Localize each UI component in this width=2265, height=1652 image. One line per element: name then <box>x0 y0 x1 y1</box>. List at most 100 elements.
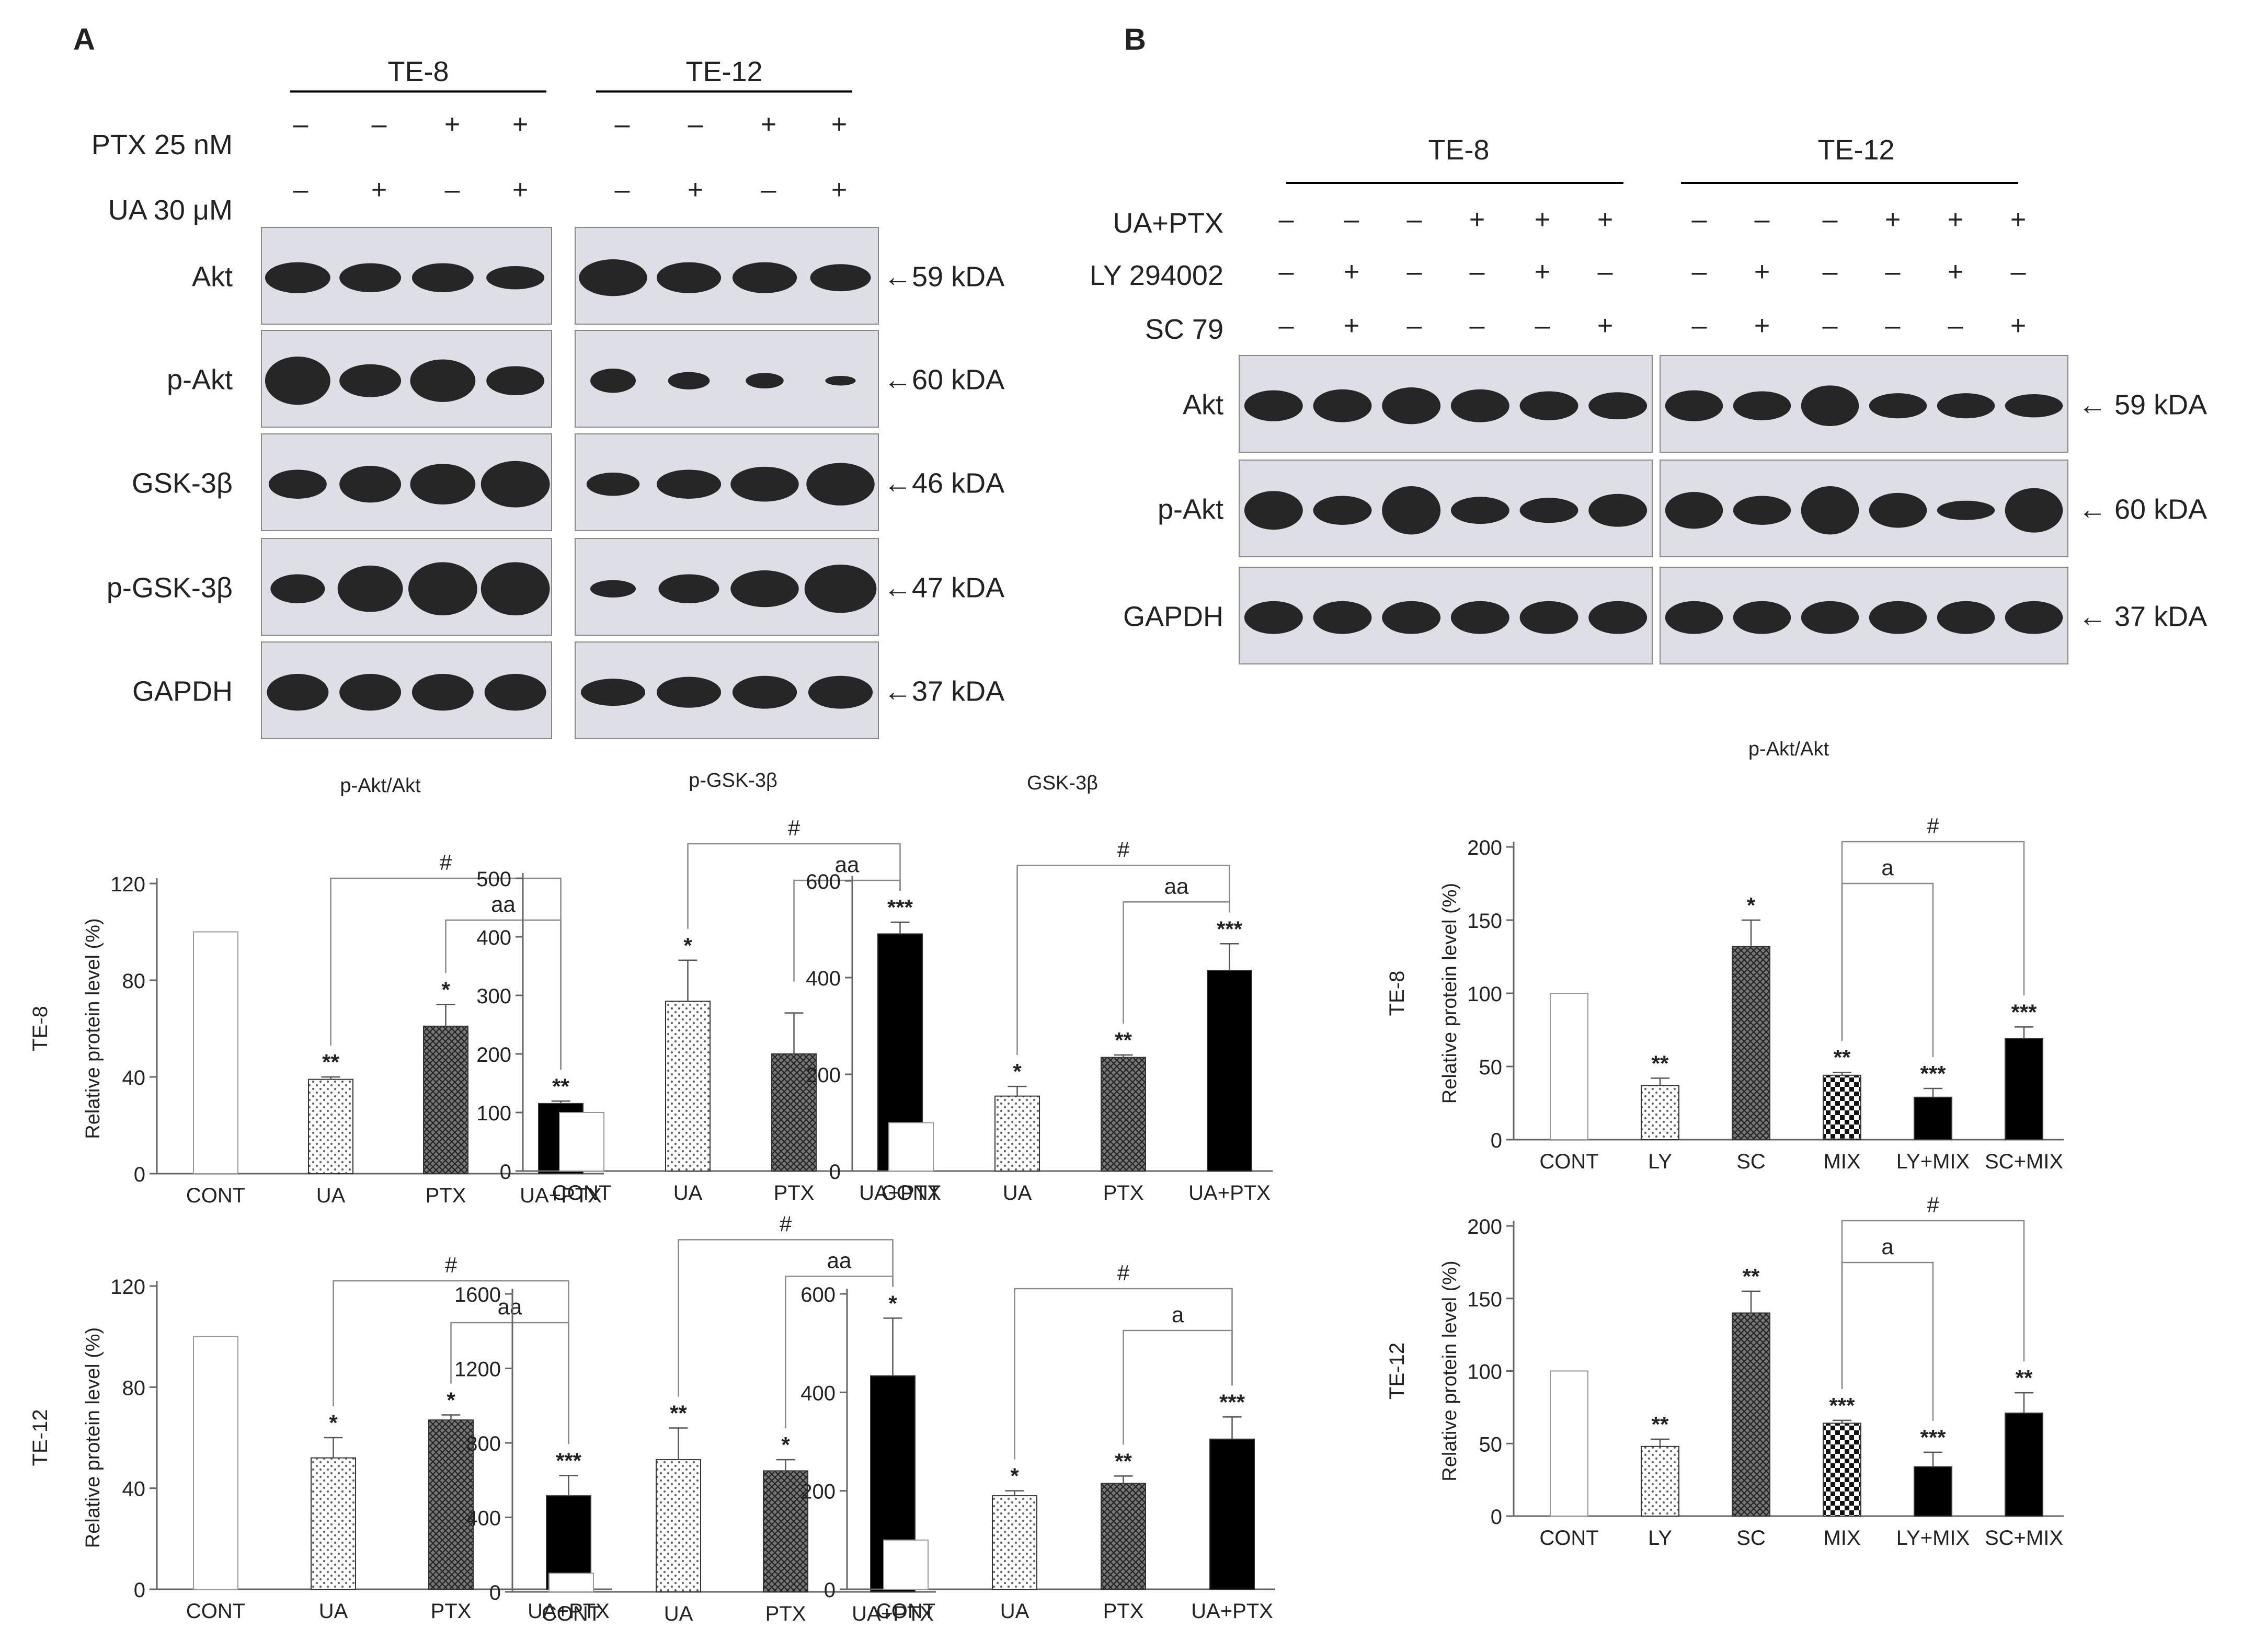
x-tick-label: UA+PTX <box>852 1602 934 1625</box>
blot-te8-band <box>486 266 545 290</box>
treatment-sign: – <box>2011 257 2026 287</box>
y-tick-label: 400 <box>466 1507 501 1530</box>
y-tick-label: 150 <box>1467 1288 1502 1311</box>
blot-te8-band <box>1244 601 1303 634</box>
blot-row-label: p-GSK-3β <box>107 572 233 604</box>
blot-kda-label: ←47 kDA <box>884 572 1004 604</box>
treatment-sign: – <box>1692 311 1707 341</box>
x-tick-label: UA <box>1000 1600 1029 1623</box>
y-tick-label: 80 <box>122 970 146 993</box>
blot-te12-band <box>1665 601 1723 634</box>
bracket-label: # <box>1117 1260 1130 1285</box>
blot-te8-band <box>1450 601 1509 634</box>
y-tick-label: 200 <box>476 1043 511 1066</box>
treatment-sign: + <box>1754 257 1770 287</box>
significance-stars: * <box>683 933 692 958</box>
bracket-label: a <box>1881 1234 1894 1259</box>
x-tick-label: UA <box>664 1602 693 1625</box>
treatment-sign: + <box>512 175 528 205</box>
x-tick-label: CONT <box>552 1181 611 1204</box>
bar <box>994 1095 1040 1172</box>
blot-te12-band <box>580 679 646 706</box>
x-tick-label: PTX <box>426 1184 466 1207</box>
y-tick-label: 600 <box>800 1283 836 1306</box>
blot-te12-band <box>732 675 797 709</box>
blot-te12-membrane <box>1660 355 2068 453</box>
y-tick-label: 0 <box>134 1163 145 1186</box>
blot-te12-band <box>1869 492 1927 528</box>
blot-te12-band <box>1937 601 1995 634</box>
significance-stars: ** <box>1115 1449 1132 1473</box>
y-tick-label: 100 <box>1467 983 1502 1006</box>
bracket-label: aa <box>1164 874 1189 898</box>
significance-stars: ** <box>2016 1366 2033 1390</box>
significance-stars: * <box>1013 1059 1022 1084</box>
bar <box>193 931 238 1174</box>
y-tick-label: 0 <box>134 1579 145 1602</box>
bar <box>423 1025 468 1174</box>
blot-te12-band <box>1869 393 1927 419</box>
y-tick-label: 120 <box>110 1276 145 1299</box>
bracket-label: # <box>445 1253 457 1277</box>
bar <box>1732 1312 1770 1517</box>
x-tick-label: LY+MIX <box>1896 1150 1970 1173</box>
blot-te12-band <box>1733 391 1791 420</box>
significance-bracket <box>785 1276 894 1429</box>
treatment-label: PTX 25 nM <box>91 129 233 160</box>
row-label: TE-12 <box>29 1409 52 1466</box>
bracket-label: aa <box>827 1248 852 1272</box>
blot-te8-band <box>265 356 330 405</box>
bar <box>771 1053 817 1172</box>
treatment-sign: – <box>1885 311 1901 341</box>
bracket-label: # <box>1117 837 1130 862</box>
blot-te8-band <box>1588 494 1648 527</box>
blot-te8-band <box>268 469 327 499</box>
significance-bracket <box>1841 882 1934 1057</box>
significance-bracket <box>1123 901 1230 1024</box>
treatment-sign: + <box>371 175 387 205</box>
significance-bracket <box>1016 865 1230 1056</box>
blot-te12-band <box>730 570 799 607</box>
blot-kda-label: ← 37 kDA <box>2078 601 2207 633</box>
bar <box>1550 993 1588 1140</box>
blot-te8-band <box>339 364 402 397</box>
y-tick-label: 0 <box>1491 1129 1502 1152</box>
x-tick-label: MIX <box>1823 1527 1860 1550</box>
treatment-sign: – <box>1407 311 1422 341</box>
bar <box>2005 1412 2043 1517</box>
y-tick-label: 800 <box>466 1432 501 1455</box>
significance-stars: ** <box>1652 1412 1669 1437</box>
blot-te8-band <box>410 464 476 505</box>
blot-row-label: Akt <box>1183 389 1223 421</box>
x-tick-label: PTX <box>774 1181 815 1204</box>
blot-te8-band <box>1519 601 1578 634</box>
blot-row-label: GAPDH <box>132 676 233 707</box>
bar <box>1101 1057 1146 1172</box>
bracket-label: a <box>1172 1302 1184 1327</box>
treatment-sign: – <box>615 109 630 140</box>
y-tick-label: 400 <box>800 1382 836 1405</box>
bar-chart-a_gsk_te8: 0 200 400 600 CONT * UA ** PTX *** UA+PTX # aa GSK-3β <box>806 772 1273 1204</box>
cell-line-label: TE-12 <box>685 56 762 87</box>
significance-stars: ** <box>322 1050 339 1074</box>
x-tick-label: SC <box>1736 1527 1766 1550</box>
bar <box>763 1470 808 1592</box>
bar <box>559 1112 604 1172</box>
treatment-sign: – <box>1279 257 1294 287</box>
cell-line-label: TE-8 <box>1428 134 1489 166</box>
significance-bracket <box>450 1322 569 1444</box>
blot-kda-label: ←46 kDA <box>884 468 1004 499</box>
blot-row-label: p-Akt <box>167 364 233 396</box>
blot-kda-label: ←59 kDA <box>884 261 1004 293</box>
y-tick-label: 0 <box>829 1161 841 1184</box>
blot-te12-band <box>2005 488 2063 533</box>
y-tick-label: 600 <box>806 870 841 893</box>
bar-chart-b_pakt_te8: 0 50 100 150 200 CONT ** LY * SC ** MIX *** LY+MIX ***… <box>1386 738 2064 1173</box>
bar <box>311 1457 356 1590</box>
treatment-sign: – <box>1692 204 1707 235</box>
blot-te12-band <box>806 463 875 506</box>
blot-te8-band <box>1313 601 1372 634</box>
blot-te8-band <box>339 263 402 292</box>
x-tick-label: PTX <box>1103 1600 1144 1623</box>
